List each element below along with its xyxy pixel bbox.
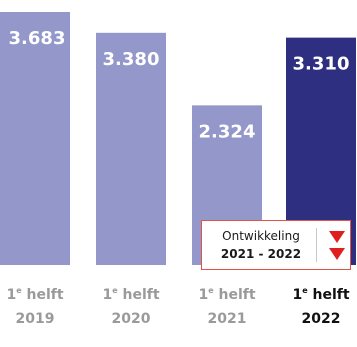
bar-value-label: 3.683 — [9, 28, 66, 49]
down-arrow-icon — [329, 247, 345, 260]
category-label-year: 2021 — [208, 311, 247, 327]
bar-value-label: 3.380 — [103, 49, 160, 70]
bar-value-label: 3.310 — [293, 54, 350, 75]
category-label-line1: 1e helft — [6, 286, 63, 303]
category-label-line1: 1e helft — [198, 286, 255, 303]
bar-value-label: 2.324 — [199, 121, 256, 142]
development-divider — [316, 228, 317, 262]
development-label: Ontwikkeling — [222, 229, 300, 243]
development-period: 2021 - 2022 — [220, 247, 302, 261]
down-arrow-icon — [329, 230, 345, 243]
category-label-line1: 1e helft — [292, 286, 349, 303]
category-label-year: 2022 — [302, 311, 341, 327]
category-label-year: 2020 — [112, 311, 151, 327]
development-text: Ontwikkeling 2021 - 2022 — [202, 227, 314, 263]
category-label-year: 2019 — [16, 311, 55, 327]
development-box: Ontwikkeling 2021 - 2022 — [201, 220, 351, 270]
bar-2020 — [96, 32, 166, 265]
category-label-line1: 1e helft — [102, 286, 159, 303]
development-trend — [329, 230, 345, 260]
bar-2019 — [0, 12, 70, 265]
